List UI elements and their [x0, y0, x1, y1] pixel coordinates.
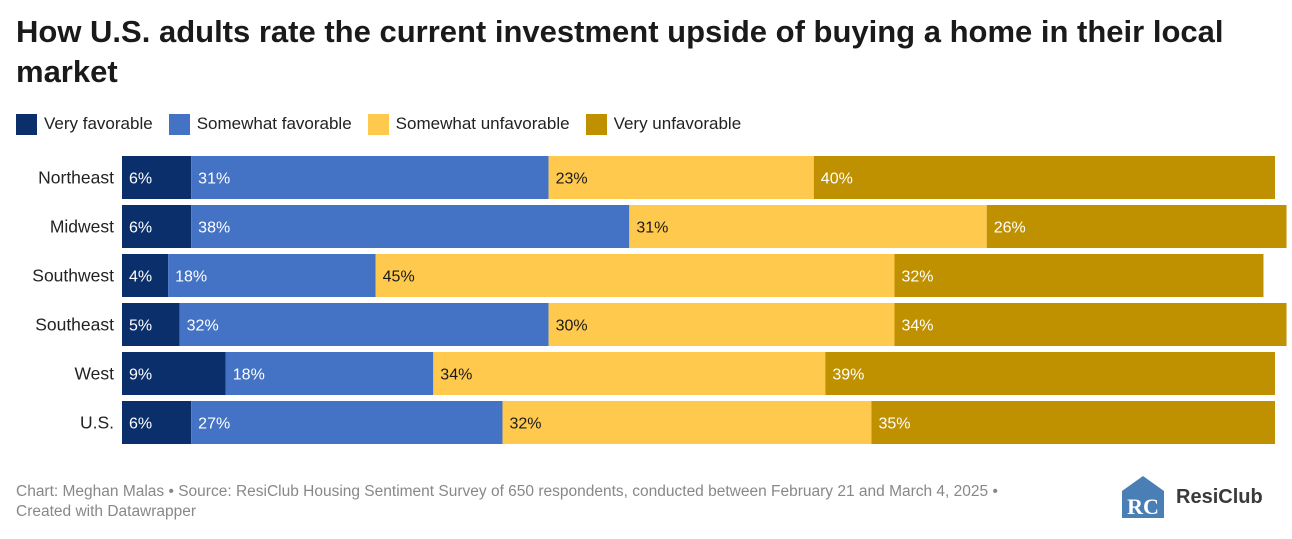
- logo-mark-text: RC: [1127, 494, 1159, 519]
- bar-segment: [433, 352, 826, 395]
- category-label: Southwest: [32, 266, 114, 286]
- bar-segment: [122, 303, 180, 346]
- bar-value-label: 6%: [129, 220, 152, 237]
- bar-value-label: 30%: [556, 318, 588, 335]
- legend-swatch: [367, 113, 389, 135]
- bar-segment: [548, 156, 814, 199]
- bar-value-label: 31%: [636, 220, 668, 237]
- resiclub-logo: RC ResiClub: [1120, 474, 1263, 520]
- category-label: Southeast: [35, 315, 114, 335]
- bar-value-label: 27%: [198, 416, 230, 433]
- bar-value-label: 45%: [383, 269, 415, 286]
- bar-value-label: 23%: [556, 171, 588, 188]
- bar-segment: [986, 205, 1287, 248]
- bar-value-label: 40%: [821, 171, 853, 188]
- bar-value-label: 18%: [175, 269, 207, 286]
- category-label: West: [74, 364, 114, 384]
- bar-value-label: 32%: [187, 318, 219, 335]
- bar-segment: [548, 303, 895, 346]
- legend-swatch: [16, 113, 37, 135]
- category-label: U.S.: [80, 413, 114, 433]
- bar-value-label: 32%: [509, 416, 541, 433]
- logo-text: ResiClub: [1176, 485, 1263, 508]
- bar-segment: [122, 156, 192, 199]
- bar-segment: [168, 254, 376, 297]
- bar-value-label: 26%: [994, 220, 1026, 237]
- bar-value-label: 5%: [129, 318, 152, 335]
- chart-title: How U.S. adults rate the current investm…: [16, 14, 1224, 89]
- legend-label: Somewhat unfavorable: [395, 114, 570, 133]
- bar-value-label: 31%: [198, 171, 230, 188]
- bar-segment: [894, 254, 1264, 297]
- footer-created-with: Created with Datawrapper: [16, 503, 197, 520]
- legend-swatch: [585, 113, 607, 135]
- bar-segment: [122, 205, 192, 248]
- bar-value-label: 4%: [129, 269, 152, 286]
- bar-value-label: 9%: [129, 367, 152, 384]
- bar-segment: [894, 303, 1287, 346]
- bar-value-label: 34%: [440, 367, 472, 384]
- resiclub-logo-icon: RC: [1122, 476, 1164, 519]
- bar-segment: [629, 205, 987, 248]
- bar-value-label: 35%: [878, 416, 910, 433]
- bar-segment: [813, 156, 1275, 199]
- footer-credits: Chart: Meghan Malas • Source: ResiClub H…: [16, 482, 1106, 522]
- bar-segment: [191, 205, 630, 248]
- bar-segment: [191, 156, 549, 199]
- bar-segment: [225, 352, 434, 395]
- legend-label: Very unfavorable: [613, 114, 742, 133]
- bar-segment: [122, 254, 169, 297]
- bar-segment: [122, 401, 192, 444]
- bar-value-label: 34%: [902, 318, 934, 335]
- bar-value-label: 38%: [198, 220, 230, 237]
- bar-segment: [871, 401, 1275, 444]
- bar-value-label: 39%: [832, 367, 864, 384]
- footer-source: Chart: Meghan Malas • Source: ResiClub H…: [16, 483, 998, 500]
- bar-segment: [375, 254, 895, 297]
- legend: Very favorable Somewhat favorable Somewh…: [16, 112, 757, 136]
- bar-segment: [191, 401, 503, 444]
- category-label: Northeast: [38, 168, 114, 188]
- legend-item-somewhat-unfavorable: Somewhat unfavorable: [367, 113, 570, 135]
- legend-item-very-favorable: Very favorable: [16, 113, 153, 135]
- stacked-bar-chart: Northeast 6% 31% 23% 40% Midwest 6% 38% 31% 26% So…: [32, 156, 1287, 444]
- category-label: Midwest: [50, 217, 114, 237]
- bar-value-label: 6%: [129, 171, 152, 188]
- bar-value-label: 18%: [233, 367, 265, 384]
- bar-value-label: 6%: [129, 416, 152, 433]
- legend-item-very-unfavorable: Very unfavorable: [585, 113, 742, 135]
- bar-segment: [825, 352, 1275, 395]
- legend-swatch: [168, 113, 190, 135]
- legend-label: Very favorable: [44, 114, 153, 133]
- legend-item-somewhat-favorable: Somewhat favorable: [168, 113, 352, 135]
- bar-value-label: 32%: [902, 269, 934, 286]
- legend-label: Somewhat favorable: [196, 114, 352, 133]
- bar-segment: [122, 352, 226, 395]
- bar-segment: [502, 401, 872, 444]
- bar-segment: [179, 303, 549, 346]
